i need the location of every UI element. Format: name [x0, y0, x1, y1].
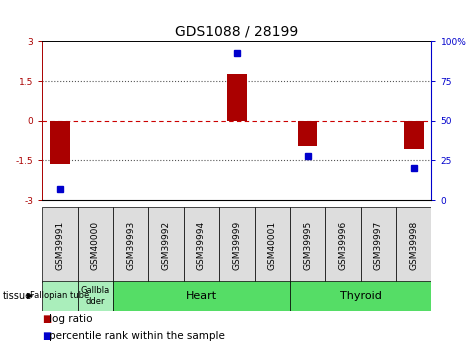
- Bar: [77, 281, 113, 310]
- Text: Thyroid: Thyroid: [340, 291, 382, 301]
- Bar: [227, 75, 247, 121]
- Text: GSM39999: GSM39999: [232, 220, 242, 269]
- Bar: [404, 121, 424, 148]
- Bar: [396, 207, 431, 283]
- Text: GSM40001: GSM40001: [268, 220, 277, 269]
- Text: GSM39996: GSM39996: [339, 220, 348, 269]
- Bar: [50, 121, 69, 165]
- Text: GSM39992: GSM39992: [161, 220, 171, 269]
- Text: ▶: ▶: [27, 291, 34, 300]
- Text: Heart: Heart: [186, 291, 217, 301]
- Bar: [255, 207, 290, 283]
- Text: ■: ■: [42, 314, 52, 324]
- Text: GSM39991: GSM39991: [55, 220, 64, 269]
- Bar: [290, 207, 325, 283]
- Bar: [113, 207, 148, 283]
- Text: percentile rank within the sample: percentile rank within the sample: [49, 332, 225, 341]
- Text: GSM40000: GSM40000: [91, 220, 100, 269]
- Bar: [148, 207, 184, 283]
- Text: log ratio: log ratio: [49, 314, 93, 324]
- Bar: [219, 207, 255, 283]
- Text: Fallopian tube: Fallopian tube: [30, 291, 90, 300]
- Text: GSM39997: GSM39997: [374, 220, 383, 269]
- Text: GSM39998: GSM39998: [409, 220, 418, 269]
- Bar: [298, 121, 318, 146]
- Text: GSM39995: GSM39995: [303, 220, 312, 269]
- Bar: [42, 207, 77, 283]
- Bar: [290, 281, 431, 310]
- Bar: [42, 281, 77, 310]
- Bar: [361, 207, 396, 283]
- Bar: [77, 207, 113, 283]
- Text: GSM39994: GSM39994: [197, 220, 206, 269]
- Bar: [184, 207, 219, 283]
- Title: GDS1088 / 28199: GDS1088 / 28199: [175, 25, 298, 39]
- Text: GSM39993: GSM39993: [126, 220, 135, 269]
- Bar: [113, 281, 290, 310]
- Text: Gallbla
dder: Gallbla dder: [81, 286, 110, 306]
- Text: tissue: tissue: [2, 291, 31, 301]
- Text: ■: ■: [42, 332, 52, 341]
- Bar: [325, 207, 361, 283]
